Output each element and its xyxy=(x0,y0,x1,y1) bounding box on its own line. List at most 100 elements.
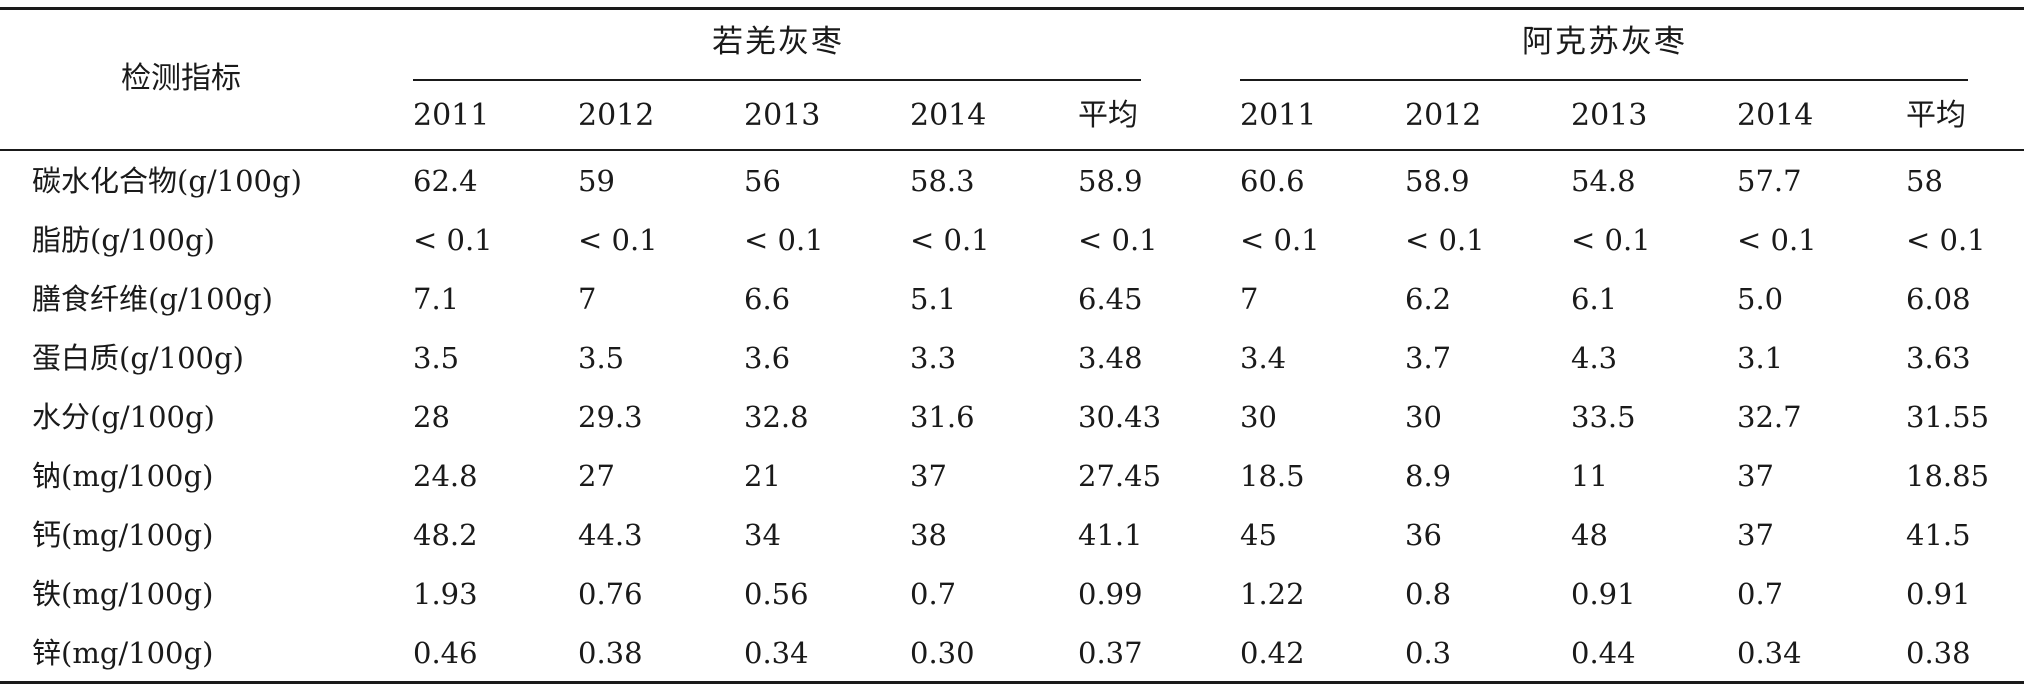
table-cell: 32.7 xyxy=(1737,400,1802,434)
table-cell: 60.6 xyxy=(1240,164,1305,198)
table-cell: 34 xyxy=(744,518,781,552)
table-cell: 3.48 xyxy=(1078,341,1143,375)
table-cell: 3.1 xyxy=(1737,341,1784,375)
table-cell: < 0.1 xyxy=(1240,223,1320,257)
table-cell: 36 xyxy=(1405,518,1442,552)
table-cell: 0.30 xyxy=(910,636,975,670)
table-cell: 56 xyxy=(744,164,781,198)
table-cell: 24.8 xyxy=(413,459,478,493)
table-cell: < 0.1 xyxy=(1737,223,1817,257)
table-cell: 0.38 xyxy=(578,636,643,670)
group-title-ruoqiang: 若羌灰枣 xyxy=(712,24,844,60)
table-cell: 29.3 xyxy=(578,400,643,434)
table-cell: 21 xyxy=(744,459,781,493)
table-cell: 7 xyxy=(578,282,597,316)
table-cell: 11 xyxy=(1571,459,1608,493)
table-cell: 0.8 xyxy=(1405,577,1452,611)
table-cell: 3.6 xyxy=(744,341,791,375)
table-cell: 58.3 xyxy=(910,164,975,198)
table-cell: 0.56 xyxy=(744,577,809,611)
table-cell: < 0.1 xyxy=(1906,223,1986,257)
table-header-rule xyxy=(0,149,2024,151)
table-cell: 8.9 xyxy=(1405,459,1452,493)
group-rule-aksu xyxy=(1240,79,1968,81)
table-cell: 0.44 xyxy=(1571,636,1636,670)
table-top-rule xyxy=(0,7,2024,10)
table-cell: 0.38 xyxy=(1906,636,1971,670)
table-cell: 6.08 xyxy=(1906,282,1971,316)
group-rule-ruoqiang xyxy=(413,79,1141,81)
table-cell: 6.45 xyxy=(1078,282,1143,316)
table-cell: 27 xyxy=(578,459,615,493)
row-label: 蛋白质(g/100g) xyxy=(32,341,244,375)
table-cell: < 0.1 xyxy=(413,223,493,257)
table-cell: 48.2 xyxy=(413,518,478,552)
table-cell: 58.9 xyxy=(1405,164,1470,198)
table-cell: 37 xyxy=(1737,518,1774,552)
table-cell: 3.5 xyxy=(413,341,460,375)
table-cell: 3.5 xyxy=(578,341,625,375)
table-cell: 30.43 xyxy=(1078,400,1162,434)
table-cell: < 0.1 xyxy=(1571,223,1651,257)
table-cell: 0.34 xyxy=(1737,636,1802,670)
table-cell: 37 xyxy=(910,459,947,493)
table-cell: 5.0 xyxy=(1737,282,1784,316)
row-label: 钠(mg/100g) xyxy=(32,459,214,493)
table-cell: 48 xyxy=(1571,518,1608,552)
table-cell: 31.6 xyxy=(910,400,975,434)
table-cell: 6.2 xyxy=(1405,282,1452,316)
table-cell: 54.8 xyxy=(1571,164,1636,198)
table-bottom-rule xyxy=(0,681,2024,684)
table-cell: < 0.1 xyxy=(910,223,990,257)
year-header: 2011 xyxy=(413,98,490,133)
row-label: 锌(mg/100g) xyxy=(32,636,214,670)
table-cell: 62.4 xyxy=(413,164,478,198)
table-cell: 44.3 xyxy=(578,518,643,552)
table-cell: 5.1 xyxy=(910,282,957,316)
table-cell: 7 xyxy=(1240,282,1259,316)
table-cell: 18.5 xyxy=(1240,459,1305,493)
year-header: 2013 xyxy=(744,98,821,133)
row-label: 铁(mg/100g) xyxy=(32,577,214,611)
table-cell: 33.5 xyxy=(1571,400,1636,434)
row-label: 脂肪(g/100g) xyxy=(32,223,215,257)
table-cell: 30 xyxy=(1405,400,1442,434)
group-title-aksu: 阿克苏灰枣 xyxy=(1522,24,1687,60)
table-cell: < 0.1 xyxy=(1405,223,1485,257)
table-cell: 1.22 xyxy=(1240,577,1305,611)
table-cell: 41.1 xyxy=(1078,518,1143,552)
row-label: 水分(g/100g) xyxy=(32,400,215,434)
indicator-header: 检测指标 xyxy=(121,61,241,96)
table-cell: 3.4 xyxy=(1240,341,1287,375)
table-cell: < 0.1 xyxy=(1078,223,1158,257)
table-cell: 30 xyxy=(1240,400,1277,434)
table-cell: 38 xyxy=(910,518,947,552)
table-cell: 0.37 xyxy=(1078,636,1143,670)
table-cell: 45 xyxy=(1240,518,1277,552)
table-cell: 37 xyxy=(1737,459,1774,493)
table-cell: 31.55 xyxy=(1906,400,1990,434)
table-cell: 3.63 xyxy=(1906,341,1971,375)
table-cell: 32.8 xyxy=(744,400,809,434)
row-label: 钙(mg/100g) xyxy=(32,518,214,552)
table-cell: 28 xyxy=(413,400,450,434)
table-cell: 18.85 xyxy=(1906,459,1990,493)
year-header: 2011 xyxy=(1240,98,1317,133)
table-cell: 6.6 xyxy=(744,282,791,316)
table-cell: 27.45 xyxy=(1078,459,1162,493)
table-cell: 58.9 xyxy=(1078,164,1143,198)
table-cell: 57.7 xyxy=(1737,164,1802,198)
table-cell: 0.7 xyxy=(910,577,957,611)
table-cell: 6.1 xyxy=(1571,282,1618,316)
table-cell: 0.91 xyxy=(1906,577,1971,611)
table-cell: 4.3 xyxy=(1571,341,1618,375)
table-cell: 1.93 xyxy=(413,577,478,611)
table-cell: 3.3 xyxy=(910,341,957,375)
year-header: 平均 xyxy=(1906,98,1966,133)
table-cell: 0.34 xyxy=(744,636,809,670)
table-cell: 0.46 xyxy=(413,636,478,670)
table-cell: 0.76 xyxy=(578,577,643,611)
table-cell: < 0.1 xyxy=(578,223,658,257)
table-cell: 58 xyxy=(1906,164,1943,198)
